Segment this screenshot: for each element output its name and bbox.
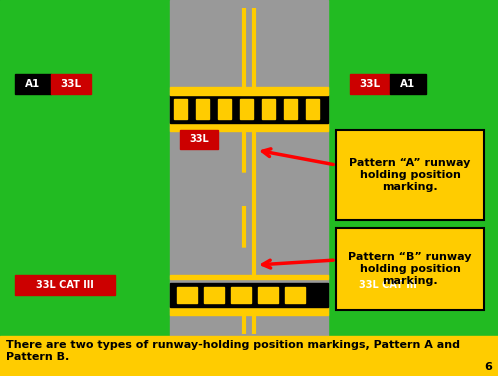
Text: Pattern “B” runway
holding position
marking.: Pattern “B” runway holding position mark… — [348, 252, 472, 286]
Text: 33L CAT III: 33L CAT III — [359, 280, 417, 290]
Bar — [390, 74, 426, 94]
Text: Pattern “A” runway
holding position
marking.: Pattern “A” runway holding position mark… — [349, 158, 471, 192]
Bar — [170, 311, 328, 315]
Bar — [15, 74, 51, 94]
Text: 33L: 33L — [189, 135, 209, 144]
Bar — [204, 287, 224, 303]
Bar — [177, 287, 197, 303]
Bar — [180, 130, 218, 149]
Bar — [170, 283, 328, 307]
Bar — [170, 307, 328, 311]
Text: 33L CAT III: 33L CAT III — [36, 280, 94, 290]
Text: 6: 6 — [484, 362, 492, 372]
Bar — [170, 95, 328, 123]
Text: There are two types of runway-holding position markings, Pattern A and
Pattern B: There are two types of runway-holding po… — [6, 340, 460, 362]
Bar — [0, 336, 498, 376]
FancyBboxPatch shape — [336, 228, 484, 310]
Bar — [15, 275, 115, 295]
Bar — [170, 91, 328, 95]
Bar — [196, 99, 209, 119]
Bar — [240, 99, 253, 119]
Bar — [174, 99, 187, 119]
Text: 33L: 33L — [60, 79, 82, 89]
Text: A1: A1 — [400, 79, 416, 89]
Bar — [0, 0, 498, 336]
Bar — [51, 74, 91, 94]
Bar — [284, 99, 297, 119]
Text: 33L: 33L — [360, 79, 380, 89]
Bar — [338, 275, 438, 295]
Bar — [170, 0, 328, 336]
Text: A1: A1 — [25, 79, 41, 89]
Bar — [350, 74, 390, 94]
Bar — [231, 287, 251, 303]
Bar — [306, 99, 319, 119]
Bar — [170, 87, 328, 91]
FancyBboxPatch shape — [336, 130, 484, 220]
Bar — [285, 287, 305, 303]
Bar — [218, 99, 231, 119]
Bar — [258, 287, 278, 303]
Bar — [170, 127, 328, 131]
Bar — [170, 275, 328, 279]
Bar — [170, 123, 328, 127]
Bar — [262, 99, 275, 119]
